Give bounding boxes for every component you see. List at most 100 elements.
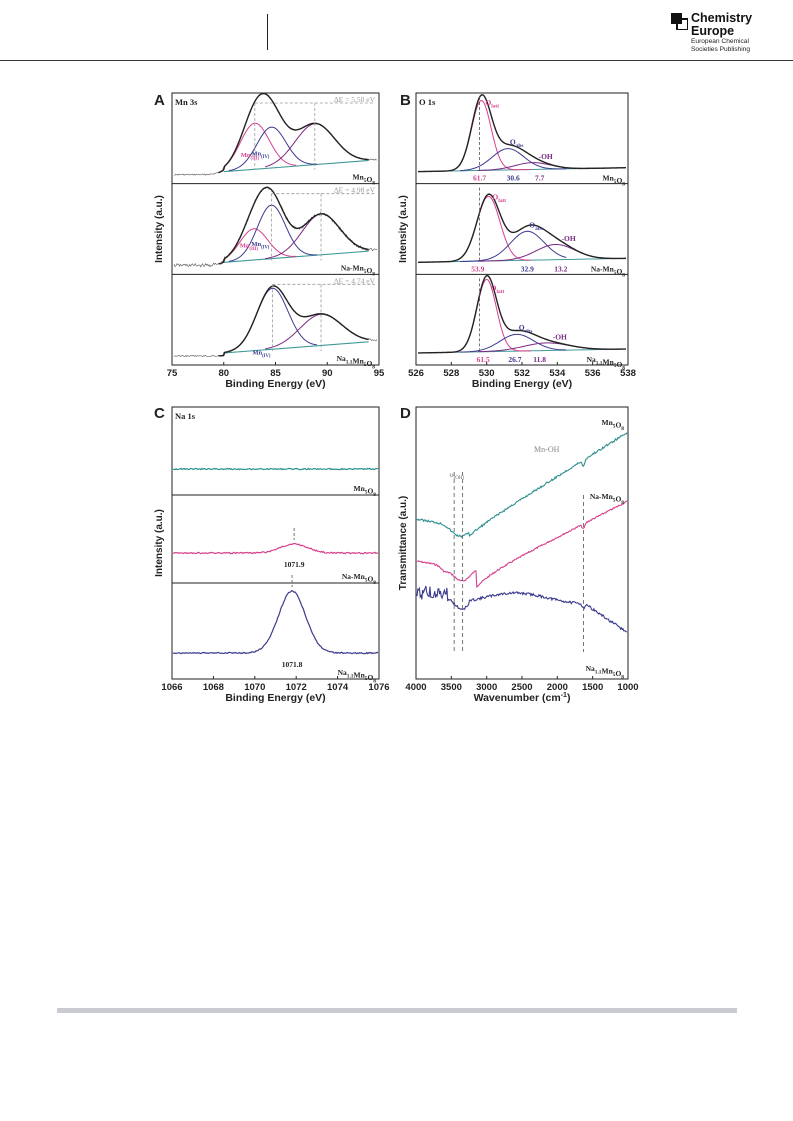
- sample-label-part: 1.1: [595, 670, 602, 676]
- satellite-component: [265, 123, 369, 168]
- sample-label-part: 5: [613, 498, 616, 504]
- x-axis-label: Wavenumber (cm-1): [474, 692, 571, 704]
- sample-label: Na-Mn5O8: [591, 264, 625, 278]
- sample-label: Mn5O8: [602, 418, 625, 432]
- panel-frame: [415, 406, 629, 680]
- sample-label-part: 8: [372, 181, 375, 187]
- x-axis-label: Binding Energy (eV): [472, 378, 572, 390]
- sample-label-part: 8: [373, 679, 376, 685]
- sample-label-part: O: [367, 575, 373, 584]
- x-tick-label: 1074: [327, 682, 349, 693]
- sample-label-part: Mn: [354, 671, 366, 680]
- x-tick-label: 538: [620, 368, 636, 379]
- ftir-spectrum: [416, 432, 628, 538]
- sample-label: Mn(IV): [251, 150, 269, 160]
- fit-envelope: [218, 92, 369, 174]
- sample-label-part: O: [491, 283, 497, 292]
- x-tick-label: 1066: [161, 682, 182, 693]
- sample-label-part: Na-Mn: [341, 263, 365, 272]
- oabs-component: [460, 148, 567, 172]
- sample-label-part: (IV): [262, 354, 271, 359]
- sample-label-part: Mn: [251, 241, 261, 248]
- sample-label-part: Mn: [354, 484, 366, 493]
- x-tick-label: 80: [218, 368, 229, 379]
- journal-logo-text: Chemistry Europe: [691, 12, 752, 37]
- y-axis-label: Intensity (a.u.): [154, 195, 165, 263]
- sample-label: Olatt: [492, 193, 506, 205]
- oh-label: -OH: [539, 152, 553, 161]
- sample-label-part: O: [616, 176, 622, 185]
- na1s-spectrum: [172, 542, 379, 555]
- sample-label-part: Mn: [251, 150, 261, 157]
- mn4-component: [228, 204, 317, 262]
- sample-label-part: 5: [365, 578, 368, 584]
- x-tick-label: 95: [374, 368, 385, 379]
- sample-label-part: Mn: [240, 242, 250, 249]
- fit-envelope: [218, 285, 369, 357]
- sample-label-part: Na-Mn: [342, 572, 366, 581]
- peak-area-value: 32.9: [521, 264, 534, 273]
- olatt-component: [442, 195, 531, 263]
- x-tick-label: 2500: [511, 682, 532, 693]
- x-tick-label: 1500: [582, 682, 603, 693]
- sample-label-part: latt: [491, 104, 499, 110]
- x-tick-label: 3000: [476, 682, 497, 693]
- sample-label-part: 8: [372, 271, 375, 277]
- sample-label-part: O: [367, 673, 373, 682]
- oabs-component: [460, 333, 567, 353]
- x-tick-label: 90: [322, 368, 333, 379]
- sample-label-part: O: [519, 323, 525, 332]
- panel-letter: C: [154, 405, 165, 422]
- x-axis-label-part: Wavenumber (cm: [474, 692, 561, 704]
- sample-label-part: O: [485, 98, 491, 107]
- olatt-component: [442, 99, 531, 172]
- sample-label-part: 8: [622, 366, 625, 372]
- sample-label-part: O: [366, 359, 372, 368]
- x-tick-label: 526: [408, 368, 424, 379]
- delta-e-label: ΔE = 4.74 eV: [334, 276, 376, 285]
- x-tick-label: 1076: [368, 682, 389, 693]
- na1s-spectrum: [172, 589, 379, 655]
- sample-label-part: 8: [621, 500, 624, 506]
- sample-label: Olatt: [485, 98, 499, 110]
- y-axis-label: Intensity (a.u.): [154, 509, 165, 577]
- peak-area-value: 53.9: [471, 264, 484, 273]
- sample-label-part: 5: [614, 363, 617, 369]
- sample-label-part: O: [367, 487, 373, 496]
- sample-label-part: Na: [337, 354, 346, 363]
- x-axis-label-part: ): [567, 692, 571, 704]
- sample-label-part: O: [616, 360, 622, 369]
- voh-symbol: υ: [450, 470, 454, 479]
- journal-name-line1: Chemistry: [691, 11, 753, 25]
- x-tick-label: 536: [585, 368, 601, 379]
- peak-position-label: 1071.9: [284, 560, 305, 569]
- x-axis-label: Binding Energy (eV): [225, 692, 325, 704]
- header-separator: [267, 14, 268, 50]
- sample-label: Oabs: [529, 220, 543, 232]
- sample-label-part: Na-Mn: [591, 264, 615, 273]
- chemistry-europe-logo-icon: [671, 13, 688, 30]
- sample-label-part: Mn: [353, 173, 365, 182]
- na1s-spectrum: [172, 467, 379, 471]
- sample-label-part: 1.1: [346, 360, 353, 366]
- sample-label: Mn(IV): [251, 241, 269, 251]
- sample-label-part: O: [616, 267, 622, 276]
- peak-area-value: 26.7: [508, 355, 521, 364]
- x-tick-label: 2000: [547, 682, 568, 693]
- sample-label-part: Mn: [603, 358, 615, 367]
- x-tick-label: 528: [443, 368, 459, 379]
- peak-area-value: 61.5: [477, 355, 490, 364]
- panel-letter: B: [400, 92, 411, 109]
- sample-label-part: Na: [338, 668, 347, 677]
- sample-label-part: Mn: [602, 418, 614, 427]
- sample-label-part: Mn: [602, 667, 614, 676]
- x-tick-label: 1072: [286, 682, 307, 693]
- sample-label-part: 5: [613, 424, 616, 430]
- sample-label-part: (IV): [261, 155, 270, 160]
- sample-label: Na1.1Mn5O8: [586, 664, 625, 681]
- publisher-line2: Societies Publishing: [691, 46, 751, 53]
- panel-letter: A: [154, 92, 165, 109]
- olatt-component: [442, 278, 531, 353]
